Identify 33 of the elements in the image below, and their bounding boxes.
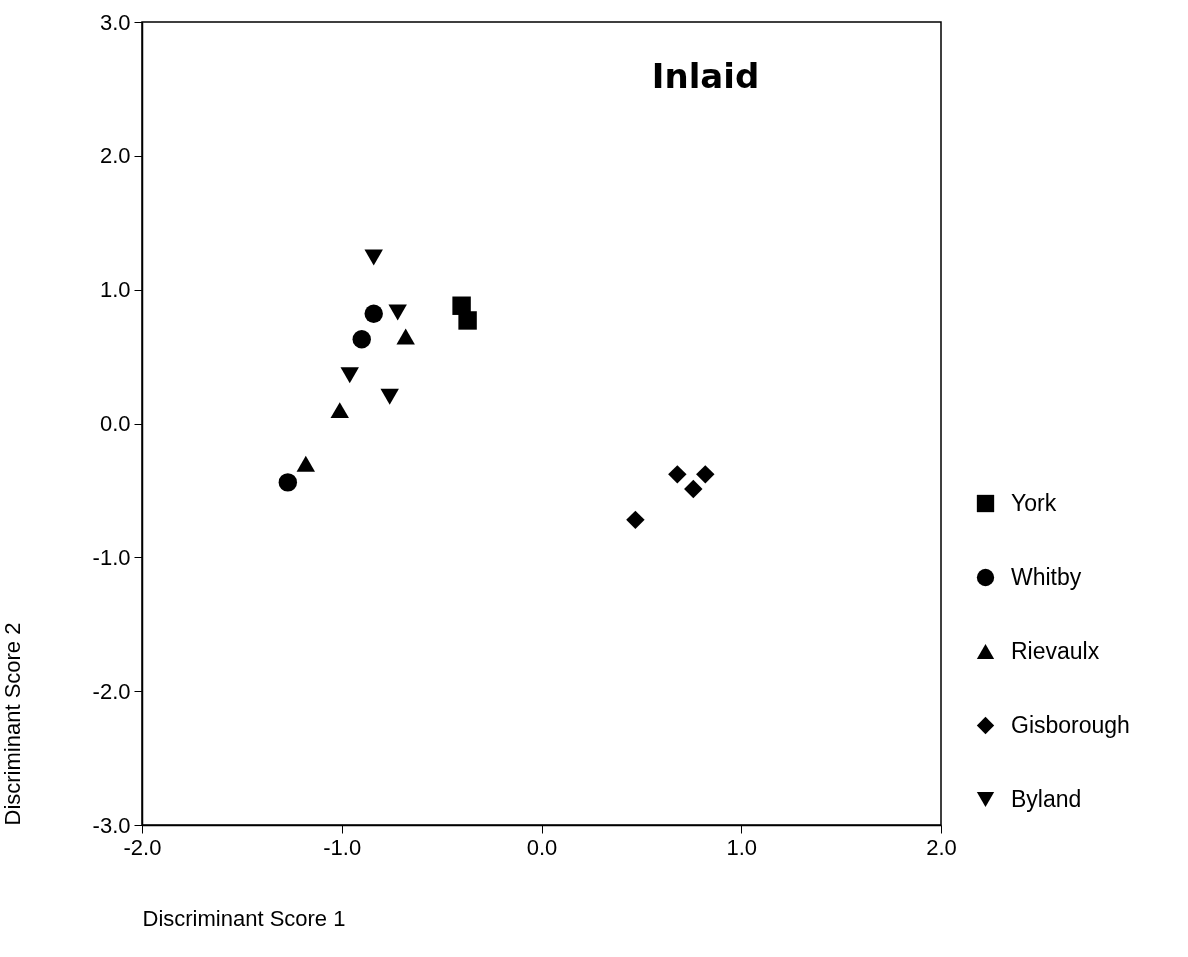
point bbox=[396, 328, 415, 345]
point bbox=[364, 304, 383, 323]
x-tick-label: 0.0 bbox=[526, 834, 558, 860]
legend-label: Byland bbox=[1011, 785, 1082, 812]
legend-label: Gisborough bbox=[1011, 711, 1130, 738]
point bbox=[458, 311, 477, 330]
y-tick-label: 0.0 bbox=[99, 411, 131, 436]
y-tick-label: 3.0 bbox=[99, 9, 131, 35]
x-tick-label: 1.0 bbox=[726, 834, 758, 860]
point bbox=[278, 473, 298, 492]
x-axis-title: Discriminant Score 1 bbox=[142, 905, 346, 931]
y-tick-label: 2.0 bbox=[99, 143, 131, 169]
legend-label: York bbox=[1011, 489, 1057, 516]
point bbox=[352, 329, 371, 349]
point bbox=[340, 367, 359, 384]
point bbox=[330, 402, 349, 419]
legend-label: Rievaulx bbox=[1011, 637, 1100, 664]
point bbox=[684, 479, 703, 499]
text: Inlaid bbox=[651, 56, 760, 96]
point bbox=[696, 465, 715, 484]
point bbox=[296, 455, 316, 472]
point bbox=[380, 388, 399, 405]
point bbox=[626, 510, 645, 530]
legend-label: Whitby bbox=[1011, 563, 1082, 590]
point bbox=[364, 249, 383, 266]
y-tick-label: -2.0 bbox=[92, 678, 131, 704]
x-tick-label: 2.0 bbox=[926, 834, 957, 860]
point bbox=[388, 304, 407, 321]
y-tick-label: 1.0 bbox=[99, 277, 131, 303]
x-tick-label: -1.0 bbox=[323, 834, 362, 860]
y-axis-title: Discriminant Score 2 bbox=[0, 622, 25, 826]
point bbox=[668, 465, 687, 484]
y-tick-label: -1.0 bbox=[92, 544, 131, 570]
